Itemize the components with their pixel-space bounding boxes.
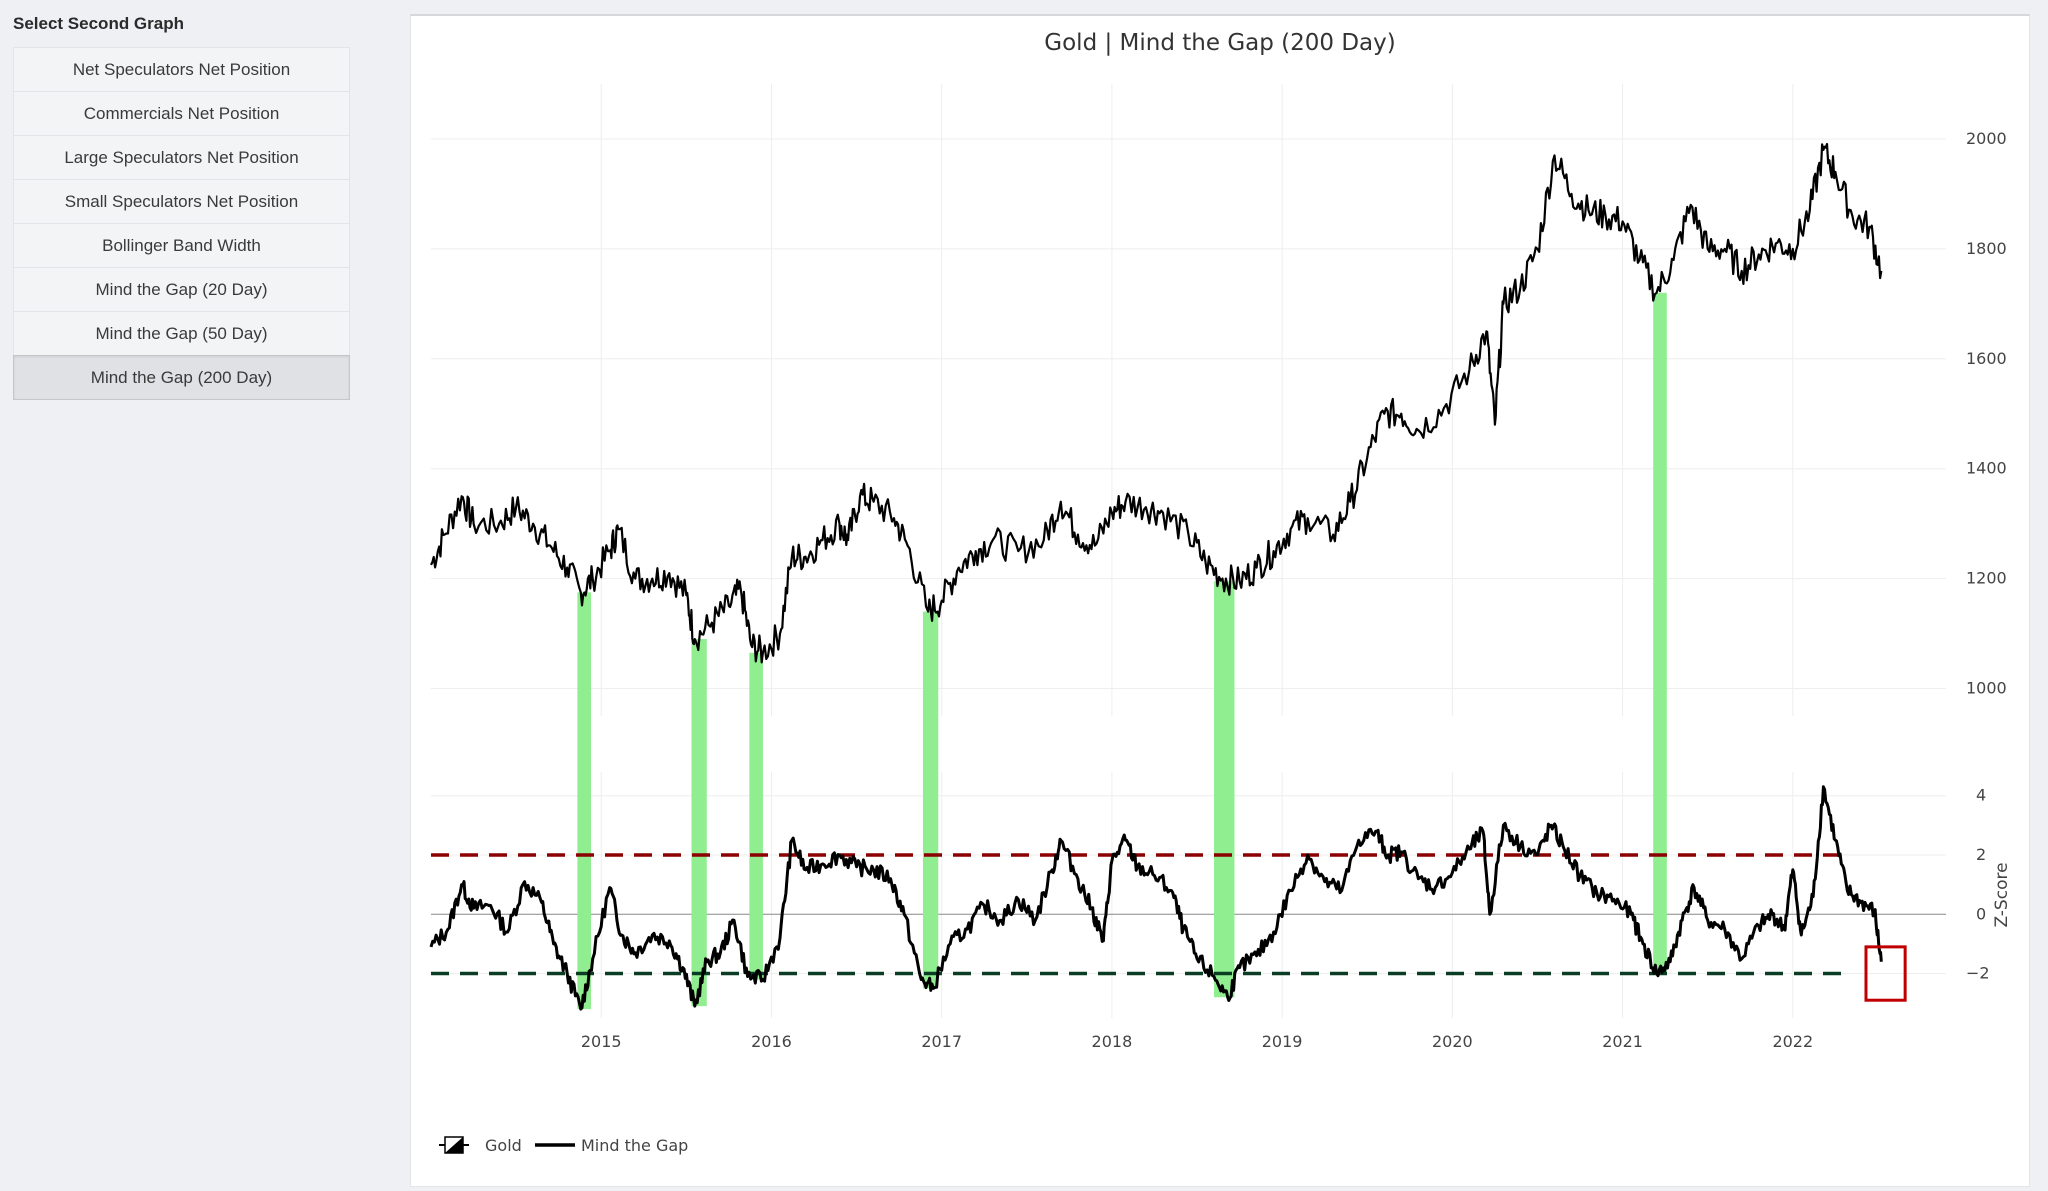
y-tick-label-top: 1800 [1966,239,2007,258]
y-tick-label-bottom: −2 [1966,964,1990,983]
menu-item-5[interactable]: Mind the Gap (20 Day) [13,267,350,311]
y-tick-label-top: 1400 [1966,459,2007,478]
gold-price-line [430,142,1883,664]
x-tick-label: 2015 [581,1032,622,1051]
highlight-region [577,592,592,1010]
y-tick-label-top: 1000 [1966,679,2007,698]
threshold-lines [431,853,1846,976]
menu-item-1[interactable]: Commercials Net Position [13,91,350,135]
x-tick-label: 2020 [1432,1032,1473,1051]
y-tick-label-top: 2000 [1966,129,2007,148]
z-score-axis-label: Z-Score [1992,862,2012,927]
legend-gold-fill-icon [445,1137,463,1153]
y-tick-label-bottom: 2 [1976,845,1986,864]
highlight-region [1214,581,1235,998]
menu-item-4[interactable]: Bollinger Band Width [13,223,350,267]
x-tick-label: 2016 [751,1032,792,1051]
legend-mtg-label: Mind the Gap [581,1136,688,1155]
highlight-region [922,611,939,989]
sidebar-title: Select Second Graph [13,14,184,33]
menu-item-6[interactable]: Mind the Gap (50 Day) [13,311,350,355]
legend[interactable]: Gold Mind the Gap [439,1136,688,1155]
menu-item-7[interactable]: Mind the Gap (200 Day) [13,355,350,400]
sidebar: Select Second Graph Net Speculators Net … [0,0,400,1191]
legend-item-mind-the-gap[interactable]: Mind the Gap [535,1136,688,1155]
alert-box [1864,945,1907,1002]
menu-item-2[interactable]: Large Speculators Net Position [13,135,350,179]
series-lines [429,142,1907,1011]
highlight-regions [577,292,1667,1010]
legend-gold-label: Gold [485,1136,522,1155]
menu-item-3[interactable]: Small Speculators Net Position [13,179,350,223]
menu-item-0[interactable]: Net Speculators Net Position [13,47,350,91]
x-tick-label: 2022 [1772,1032,1813,1051]
legend-item-gold[interactable]: Gold [439,1136,522,1155]
highlight-region [749,652,763,980]
x-tick-label: 2021 [1602,1032,1643,1051]
graph-selector-menu: Net Speculators Net Position Commercials … [13,47,350,400]
axes: 2015 2016 2017 2018 2019 2020 2021 2022 1000 1200… [581,129,2012,1051]
chart-title: Gold | Mind the Gap (200 Day) [1044,30,1395,56]
grid [431,84,1946,1018]
highlight-region [1653,292,1667,974]
x-tick-label: 2019 [1262,1032,1303,1051]
y-tick-label-top: 1600 [1966,349,2007,368]
gold-mind-the-gap-chart[interactable]: Gold | Mind the Gap (200 Day) 2015 2016 20… [411,16,2029,1186]
y-tick-label-bottom: 4 [1976,786,1986,805]
y-tick-label-top: 1200 [1966,569,2007,588]
chart-panel: Gold | Mind the Gap (200 Day) 2015 2016 20… [410,14,2030,1187]
mind-the-gap-line [429,785,1883,1011]
x-tick-label: 2018 [1092,1032,1133,1051]
x-tick-label: 2017 [921,1032,962,1051]
y-tick-label-bottom: 0 [1976,904,1986,923]
highlight-region [691,639,707,1007]
